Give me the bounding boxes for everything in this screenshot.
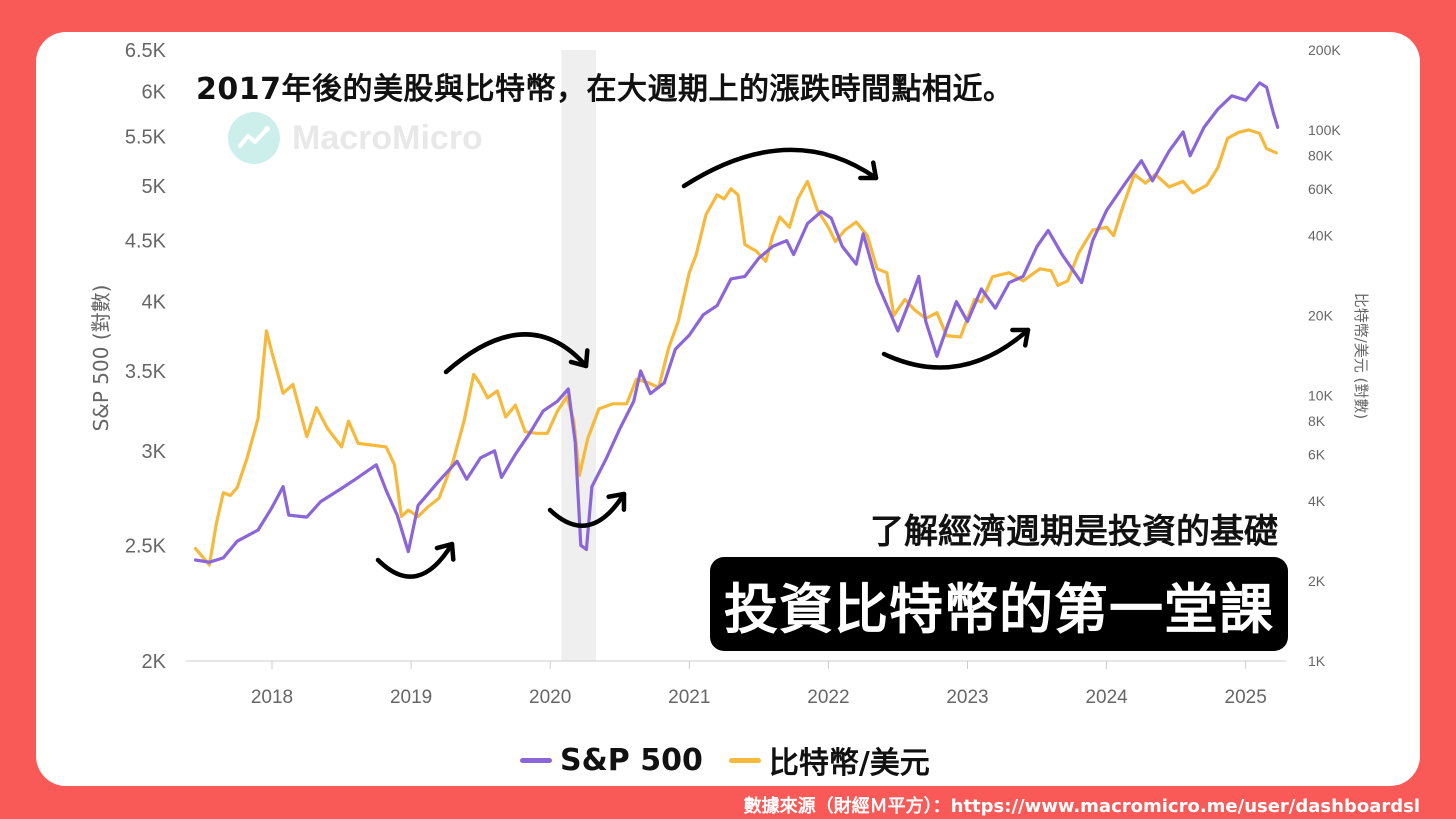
x-tick-label: 2019 xyxy=(390,687,432,708)
x-tick-label: 2020 xyxy=(529,687,571,708)
left-tick-label: 6K xyxy=(142,81,167,103)
legend-swatch-btc xyxy=(728,757,761,763)
left-tick-label: 3K xyxy=(142,441,167,463)
x-tick-label: 2018 xyxy=(251,687,293,708)
arrowhead xyxy=(434,541,456,562)
arrowhead xyxy=(858,160,879,181)
legend-item-btc[interactable]: 比特幣/美元 xyxy=(728,738,930,782)
trend-arrow-down-2022-head xyxy=(858,160,879,181)
x-tick-label: 2025 xyxy=(1225,687,1267,708)
left-tick-label: 4K xyxy=(142,292,167,314)
banner: 投資比特幣的第一堂課 xyxy=(710,557,1288,651)
chart-line-icon xyxy=(228,112,280,164)
left-tick-label: 2.5K xyxy=(125,535,167,557)
series-line-sp500 xyxy=(193,81,1280,564)
legend-item-sp500[interactable]: S&P 500 xyxy=(520,743,703,778)
x-tick-label: 2024 xyxy=(1085,687,1128,708)
x-tick-label: 2023 xyxy=(946,687,988,708)
trend-arrow-up-2020-head xyxy=(606,491,627,512)
legend-label-sp500: S&P 500 xyxy=(560,742,703,778)
right-tick-label: 100K xyxy=(1308,122,1341,138)
right-tick-label: 200K xyxy=(1308,42,1341,58)
left-axis-title: S&P 500 (對數) xyxy=(89,285,113,432)
banner-text: 投資比特幣的第一堂課 xyxy=(724,577,1274,641)
source-note: 數據來源（財經Ｍ平方）：https://www.macromicro.me/us… xyxy=(743,796,1420,817)
right-tick-label: 20K xyxy=(1308,308,1334,324)
trend-arrow-down-2022 xyxy=(681,147,879,189)
subheadline: 了解經濟週期是投資的基礎 xyxy=(870,512,1278,552)
arrowhead xyxy=(606,491,627,512)
trend-arrow-up-2023 xyxy=(881,327,1031,370)
arrowhead xyxy=(568,348,590,369)
watermark-brand: MacroMicro xyxy=(292,118,483,157)
left-tick-label: 5.5K xyxy=(125,127,167,149)
x-tick-label: 2022 xyxy=(807,687,849,708)
left-tick-label: 5K xyxy=(142,176,167,198)
legend-swatch-sp500 xyxy=(520,757,552,763)
trend-arrow-down-2020-head xyxy=(568,348,590,369)
right-tick-label: 80K xyxy=(1308,148,1334,164)
right-tick-label: 10K xyxy=(1308,387,1334,403)
legend-label-btc: 比特幣/美元 xyxy=(768,746,930,781)
left-tick-label: 6.5K xyxy=(125,40,167,62)
trend-arrow-up-2020 xyxy=(547,491,627,528)
trend-arrow-up-2019 xyxy=(375,541,455,579)
arrowhead xyxy=(1010,327,1031,348)
trend-arrow-up-2023-head xyxy=(1010,327,1031,348)
right-tick-label: 6K xyxy=(1308,446,1326,462)
right-axis-title: 比特幣/美元 (對數) xyxy=(1352,293,1370,420)
x-tick-label: 2021 xyxy=(668,687,710,708)
right-tick-label: 40K xyxy=(1308,228,1334,244)
left-tick-label: 4.5K xyxy=(125,231,167,253)
trend-arrow-down-2020 xyxy=(443,332,589,375)
series-line-btc xyxy=(193,128,1278,567)
left-tick-label: 3.5K xyxy=(125,361,167,383)
trend-arrow-up-2019-head xyxy=(434,541,456,562)
legend: S&P 500 比特幣/美元 xyxy=(520,738,956,782)
right-tick-label: 2K xyxy=(1308,573,1326,589)
right-tick-label: 4K xyxy=(1308,493,1326,509)
right-tick-label: 60K xyxy=(1308,181,1334,197)
headline: 2017年後的美股與比特幣，在大週期上的漲跌時間點相近。 xyxy=(196,72,1014,107)
right-tick-label: 8K xyxy=(1308,413,1326,429)
right-tick-label: 1K xyxy=(1308,653,1326,669)
watermark: MacroMicro xyxy=(228,112,483,164)
left-tick-label: 2K xyxy=(142,651,167,673)
chart-card xyxy=(36,32,1420,786)
